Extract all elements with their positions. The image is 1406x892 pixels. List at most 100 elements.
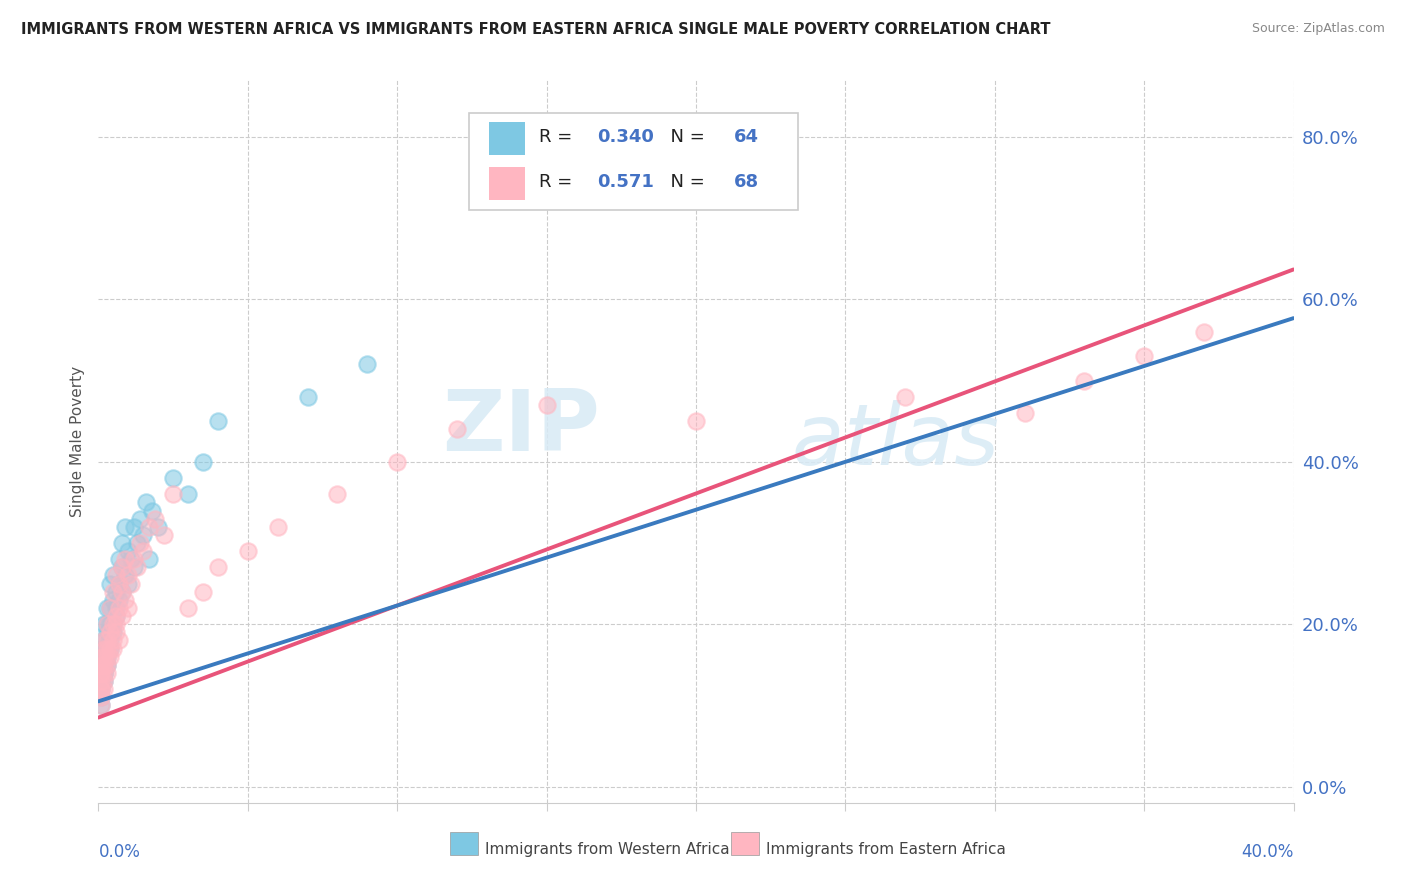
Point	[90, 657, 112, 672]
Point	[207, 414, 229, 428]
Text: 0.340: 0.340	[596, 128, 654, 145]
Point	[108, 601, 131, 615]
Text: Immigrants from Western Africa: Immigrants from Western Africa	[485, 842, 730, 857]
Point	[117, 568, 139, 582]
Text: atlas: atlas	[792, 400, 1000, 483]
Point	[138, 520, 160, 534]
Point	[111, 584, 134, 599]
Point	[117, 576, 139, 591]
Point	[114, 520, 136, 534]
Point	[153, 528, 176, 542]
Point	[103, 617, 125, 632]
Point	[1192, 325, 1215, 339]
Point	[90, 698, 112, 713]
Point	[98, 641, 122, 656]
Point	[105, 601, 128, 615]
Point	[236, 544, 259, 558]
Point	[111, 536, 134, 550]
Point	[98, 641, 122, 656]
Point	[93, 657, 115, 672]
Point	[96, 649, 118, 664]
Point	[1133, 349, 1156, 363]
Point	[120, 576, 142, 591]
Point	[98, 601, 122, 615]
Point	[98, 633, 122, 648]
Point	[90, 649, 112, 664]
Point	[96, 665, 118, 680]
Point	[96, 617, 118, 632]
Point	[177, 487, 200, 501]
Point	[90, 698, 112, 713]
Point	[90, 673, 112, 688]
Point	[143, 511, 166, 525]
Text: R =: R =	[540, 128, 578, 145]
Text: ZIP: ZIP	[443, 385, 600, 468]
Point	[117, 601, 139, 615]
Point	[90, 657, 112, 672]
Point	[1014, 406, 1036, 420]
Point	[103, 592, 125, 607]
Point	[148, 520, 170, 534]
Point	[96, 641, 118, 656]
Point	[98, 576, 122, 591]
Point	[96, 633, 118, 648]
Point	[93, 633, 115, 648]
Point	[105, 617, 128, 632]
Point	[93, 617, 115, 632]
Point	[93, 633, 115, 648]
Text: 68: 68	[734, 173, 759, 191]
Point	[90, 682, 112, 697]
Point	[132, 544, 155, 558]
Point	[90, 690, 112, 705]
Point	[93, 682, 115, 697]
Point	[98, 649, 122, 664]
Point	[111, 609, 134, 624]
Point	[93, 641, 115, 656]
Point	[96, 625, 118, 640]
Point	[162, 487, 184, 501]
Point	[108, 592, 131, 607]
Point	[96, 617, 118, 632]
Point	[103, 617, 125, 632]
Point	[124, 560, 146, 574]
Point	[120, 552, 142, 566]
Point	[124, 520, 146, 534]
Point	[267, 520, 290, 534]
Point	[138, 552, 160, 566]
Point	[96, 641, 118, 656]
Point	[685, 414, 707, 428]
Point	[103, 633, 125, 648]
Point	[105, 584, 128, 599]
Point	[96, 649, 118, 664]
Text: 0.571: 0.571	[596, 173, 654, 191]
Point	[191, 455, 214, 469]
Point	[98, 625, 122, 640]
Text: 0.0%: 0.0%	[98, 843, 141, 861]
Text: 64: 64	[734, 128, 759, 145]
Point	[93, 649, 115, 664]
Point	[108, 576, 131, 591]
Point	[385, 455, 409, 469]
Point	[96, 601, 118, 615]
Text: Immigrants from Eastern Africa: Immigrants from Eastern Africa	[766, 842, 1007, 857]
Point	[894, 390, 917, 404]
FancyBboxPatch shape	[470, 112, 797, 211]
Point	[93, 665, 115, 680]
Point	[93, 665, 115, 680]
Point	[93, 649, 115, 664]
Text: N =: N =	[659, 173, 710, 191]
Point	[90, 682, 112, 697]
Text: 40.0%: 40.0%	[1241, 843, 1294, 861]
Point	[1073, 374, 1095, 388]
Point	[129, 536, 152, 550]
Point	[117, 544, 139, 558]
Point	[103, 568, 125, 582]
Point	[111, 560, 134, 574]
Point	[96, 633, 118, 648]
Point	[111, 584, 134, 599]
Point	[103, 584, 125, 599]
FancyBboxPatch shape	[489, 168, 524, 200]
Point	[446, 422, 468, 436]
Point	[90, 682, 112, 697]
Point	[207, 560, 229, 574]
